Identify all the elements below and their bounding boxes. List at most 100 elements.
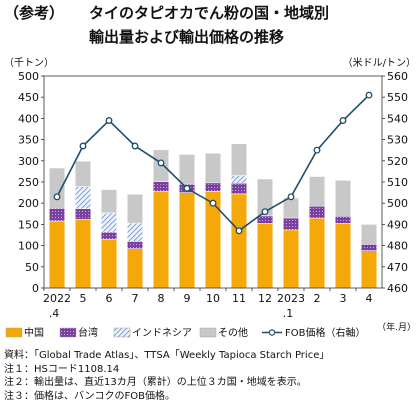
bar-segment-taiwan-11 <box>334 216 352 224</box>
legend-label-fob-price: FOB価格（右軸） <box>285 326 365 339</box>
fob-price-point-12 <box>365 91 373 99</box>
bar-segment-other-12 <box>360 224 378 245</box>
y-left-tick-label: 150 <box>18 218 39 231</box>
legend-swatch-taiwan <box>59 327 77 338</box>
y-right-tick-label: 550 <box>387 91 408 104</box>
y-left-tick-label: 300 <box>18 155 39 168</box>
y-left-tick-label: 400 <box>18 112 39 125</box>
note-2: 注２：輸出量は、直近13カ月（累計）の上位３カ国・地域を表示。 <box>4 375 307 388</box>
note-1: 注１：HSコード1108.14 <box>4 362 119 375</box>
y-left-tick-label: 350 <box>18 134 39 147</box>
y-right-tick-label: 490 <box>387 218 408 231</box>
bar-segment-other-10 <box>308 176 326 207</box>
y-right-tick-label: 470 <box>387 261 408 274</box>
x-tick-label: 6 <box>106 292 113 305</box>
x-tick-label: 12 <box>258 292 272 305</box>
legend-label-china: 中国 <box>24 326 44 339</box>
bar-segment-china-10 <box>308 217 326 289</box>
y-right-tick-label: 540 <box>387 112 408 125</box>
bar-segment-indonesia-3 <box>126 222 144 242</box>
bar-segment-other-11 <box>334 180 352 217</box>
note-source: 資料：「Global Trade Atlas」、TTSA「Weekly Tapi… <box>4 348 329 361</box>
bar-segment-china-5 <box>178 192 196 289</box>
y-left-tick-label: 100 <box>18 240 39 253</box>
fob-price-point-7 <box>235 227 243 235</box>
x-tick-label: 2023 <box>277 292 305 305</box>
y-left-tick-label: 250 <box>18 176 39 189</box>
bar-segment-china-3 <box>126 248 144 289</box>
fob-price-point-10 <box>313 146 321 154</box>
fob-price-point-1 <box>79 142 87 150</box>
legend-swatch-china <box>5 327 23 338</box>
x-tick-label: 11 <box>232 292 246 305</box>
fob-price-point-0 <box>53 193 61 201</box>
chart-title-line-2: 輸出量および輸出価格の推移 <box>89 28 284 46</box>
bar-segment-taiwan-2 <box>100 231 118 240</box>
bar-segment-other-1 <box>74 160 92 187</box>
fob-price-point-9 <box>287 193 295 201</box>
chart-title: （参考） タイのタピオカでん粉の国・地域別 輸出量および輸出価格の推移 <box>4 4 329 46</box>
bar-segment-china-12 <box>360 250 378 289</box>
x-tick-label: 8 <box>158 292 165 305</box>
y-right-unit: （米ドル/トン） <box>343 56 416 69</box>
fob-price-point-4 <box>157 159 165 167</box>
legend-label-other: その他 <box>218 326 248 339</box>
bar-segment-china-1 <box>74 219 92 289</box>
y-right-tick-label: 520 <box>387 155 408 168</box>
fob-price-point-8 <box>261 208 269 216</box>
bar-segment-taiwan-7 <box>230 183 248 195</box>
legend-swatch-other <box>199 327 217 338</box>
bar-segment-china-9 <box>282 229 300 289</box>
axes: 0 50 100 150 200 250 300 350 400 450 500 460 470 480 4… <box>18 70 408 320</box>
y-left-tick-label: 50 <box>25 261 39 274</box>
bar-segment-other-5 <box>178 154 196 185</box>
x-tick-sublabel: .1 <box>283 307 294 320</box>
bar-segment-other-0 <box>48 167 66 209</box>
x-tick-label: 3 <box>340 292 347 305</box>
fob-price-point-5 <box>183 184 191 192</box>
bar-segment-other-9 <box>282 197 300 219</box>
y-right-tick-label: 560 <box>387 70 408 83</box>
bar-segment-china-2 <box>100 238 118 289</box>
x-tick-label: 7 <box>132 292 139 305</box>
y-left-tick-label: 450 <box>18 91 39 104</box>
x-tick-label: 5 <box>80 292 87 305</box>
bar-segment-taiwan-3 <box>126 241 144 249</box>
legend-item-other: その他 <box>199 326 248 339</box>
bar-segment-taiwan-0 <box>48 208 66 222</box>
legend-label-taiwan: 台湾 <box>78 326 98 339</box>
bar-segment-taiwan-8 <box>256 215 274 224</box>
note-3: 注３：価格は、バンコクのFOB価格。 <box>4 389 175 402</box>
chart-title-prefix: （参考） <box>4 4 64 22</box>
legend-item-indonesia: インドネシア <box>113 327 192 339</box>
y-right-tick-label: 480 <box>387 240 408 253</box>
fob-price-point-6 <box>209 199 217 207</box>
legend-item-china: 中国 <box>5 326 44 339</box>
bar-segment-other-2 <box>100 189 118 214</box>
bar-segment-indonesia-7 <box>230 175 248 184</box>
bar-segment-china-4 <box>152 191 170 289</box>
fob-price-point-2 <box>105 117 113 124</box>
bar-segment-taiwan-6 <box>204 182 222 192</box>
bar-segment-other-6 <box>204 152 222 184</box>
y-right-tick-label: 510 <box>387 176 408 189</box>
y-right-tick-label: 500 <box>387 197 408 210</box>
legend-swatch-indonesia <box>113 327 131 338</box>
fob-price-point-3 <box>131 142 139 150</box>
x-tick-label: 4 <box>366 292 373 305</box>
x-tick-label: 10 <box>206 292 220 305</box>
x-tick-sublabel: .4 <box>49 307 60 320</box>
bar-segment-taiwan-12 <box>360 244 378 251</box>
fob-price-point-11 <box>339 117 347 124</box>
x-tick-label: 2 <box>314 292 321 305</box>
legend-marker-fob-price <box>268 329 276 336</box>
y-right-tick-label: 460 <box>387 282 408 295</box>
bar-segment-taiwan-4 <box>152 181 170 192</box>
y-left-tick-label: 200 <box>18 197 39 210</box>
y-left-unit: （千トン） <box>4 57 54 69</box>
plot-area <box>48 91 378 289</box>
x-tick-label: 2022 <box>43 292 71 305</box>
bar-segment-other-3 <box>126 194 144 224</box>
legend-label-indonesia: インドネシア <box>132 327 192 339</box>
